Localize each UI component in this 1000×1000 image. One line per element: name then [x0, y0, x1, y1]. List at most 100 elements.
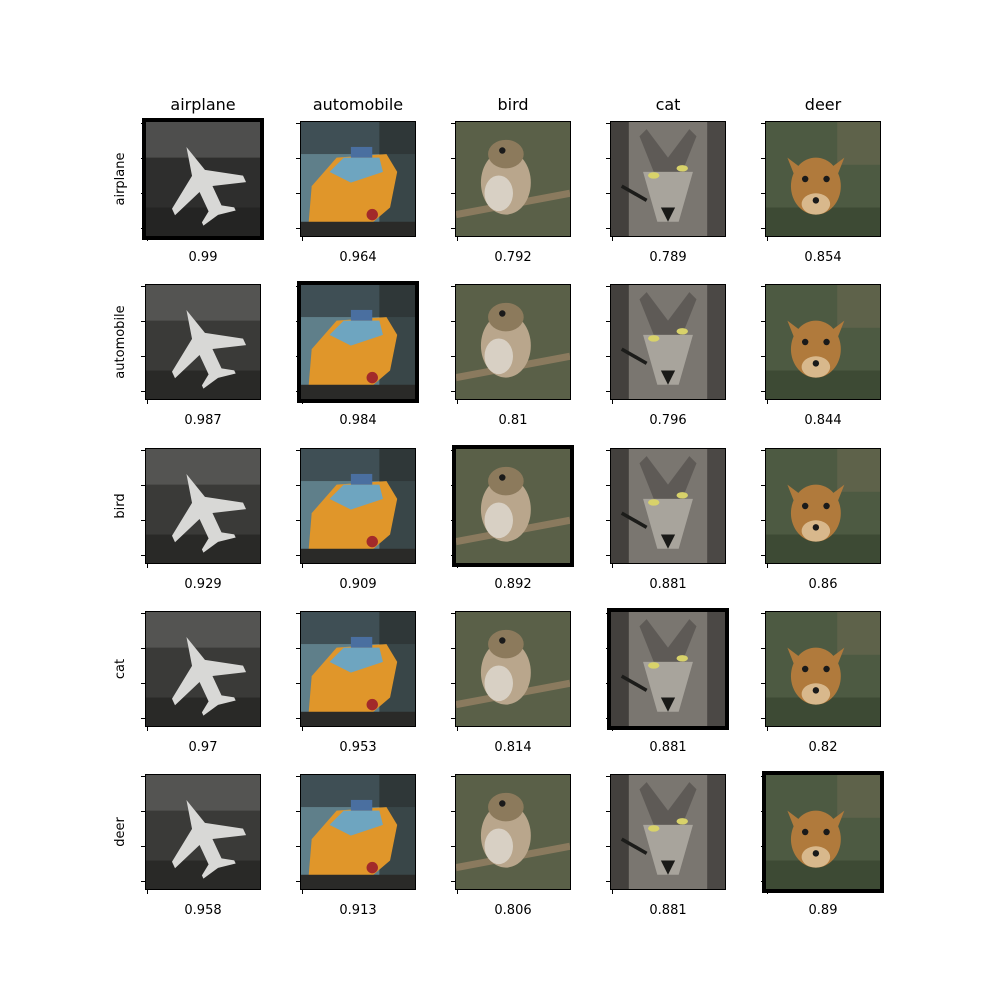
- y-tick: [761, 228, 765, 229]
- score-label: 0.881: [649, 577, 687, 592]
- y-tick: [606, 520, 610, 521]
- y-tick: [296, 356, 300, 357]
- y-tick: [606, 193, 610, 194]
- y-tick: [761, 683, 765, 684]
- x-tick: [612, 890, 613, 894]
- cat-image: [610, 448, 726, 564]
- x-tick: [302, 400, 303, 404]
- y-tick: [296, 648, 300, 649]
- x-tick: [457, 564, 458, 568]
- y-tick: [761, 391, 765, 392]
- score-label: 0.844: [804, 413, 842, 428]
- score-label: 0.984: [339, 413, 377, 428]
- x-tick: [457, 237, 458, 241]
- x-tick: [302, 890, 303, 894]
- y-tick: [296, 286, 300, 287]
- bird-image: [455, 284, 571, 400]
- column-title-airplane: airplane: [170, 95, 236, 114]
- column-title-bird: bird: [497, 95, 529, 114]
- y-tick: [606, 613, 610, 614]
- y-tick: [606, 321, 610, 322]
- y-tick: [606, 228, 610, 229]
- row-label-automobile: automobile: [113, 305, 128, 379]
- y-tick: [606, 776, 610, 777]
- y-tick: [141, 683, 145, 684]
- y-tick: [606, 881, 610, 882]
- deer-image: [765, 284, 881, 400]
- bird-image: [455, 121, 571, 237]
- airplane-image: [145, 448, 261, 564]
- score-label: 0.86: [808, 577, 838, 592]
- score-label: 0.81: [498, 413, 528, 428]
- y-tick: [606, 555, 610, 556]
- y-tick: [141, 485, 145, 486]
- y-tick: [141, 228, 145, 229]
- x-tick: [612, 727, 613, 731]
- score-label: 0.806: [494, 903, 532, 918]
- y-tick: [761, 555, 765, 556]
- y-tick: [451, 193, 455, 194]
- y-tick: [606, 123, 610, 124]
- y-tick: [296, 321, 300, 322]
- cat-image: [610, 774, 726, 890]
- y-tick: [761, 158, 765, 159]
- y-tick: [296, 123, 300, 124]
- x-tick: [612, 400, 613, 404]
- y-tick: [451, 555, 455, 556]
- row-label-bird: bird: [113, 493, 128, 519]
- bird-image: [455, 611, 571, 727]
- y-tick: [451, 450, 455, 451]
- score-label: 0.814: [494, 740, 532, 755]
- y-tick: [141, 158, 145, 159]
- y-tick: [296, 718, 300, 719]
- y-tick: [761, 286, 765, 287]
- score-label: 0.854: [804, 250, 842, 265]
- y-tick: [296, 776, 300, 777]
- y-tick: [141, 391, 145, 392]
- y-tick: [451, 811, 455, 812]
- y-tick: [761, 881, 765, 882]
- y-tick: [141, 450, 145, 451]
- deer-image: [765, 611, 881, 727]
- y-tick: [296, 485, 300, 486]
- cat-image: [610, 121, 726, 237]
- score-label: 0.881: [649, 740, 687, 755]
- x-tick: [612, 564, 613, 568]
- y-tick: [451, 613, 455, 614]
- score-label: 0.82: [808, 740, 838, 755]
- y-tick: [606, 391, 610, 392]
- y-tick: [451, 648, 455, 649]
- x-tick: [767, 400, 768, 404]
- y-tick: [761, 520, 765, 521]
- y-tick: [761, 123, 765, 124]
- score-label: 0.99: [188, 250, 218, 265]
- y-tick: [761, 485, 765, 486]
- y-tick: [296, 391, 300, 392]
- y-tick: [451, 881, 455, 882]
- y-tick: [606, 648, 610, 649]
- y-tick: [761, 193, 765, 194]
- airplane-image: [145, 611, 261, 727]
- y-tick: [761, 718, 765, 719]
- airplane-image: [142, 118, 264, 240]
- x-tick: [302, 727, 303, 731]
- y-tick: [141, 811, 145, 812]
- y-tick: [296, 881, 300, 882]
- y-tick: [296, 158, 300, 159]
- airplane-image: [145, 284, 261, 400]
- x-tick: [147, 400, 148, 404]
- bird-image: [452, 445, 574, 567]
- y-tick: [761, 450, 765, 451]
- y-tick: [141, 520, 145, 521]
- y-tick: [606, 683, 610, 684]
- y-tick: [606, 718, 610, 719]
- score-label: 0.796: [649, 413, 687, 428]
- y-tick: [761, 356, 765, 357]
- x-tick: [457, 727, 458, 731]
- y-tick: [761, 648, 765, 649]
- score-label: 0.964: [339, 250, 377, 265]
- y-tick: [141, 718, 145, 719]
- y-tick: [451, 158, 455, 159]
- cat-image: [610, 284, 726, 400]
- y-tick: [606, 485, 610, 486]
